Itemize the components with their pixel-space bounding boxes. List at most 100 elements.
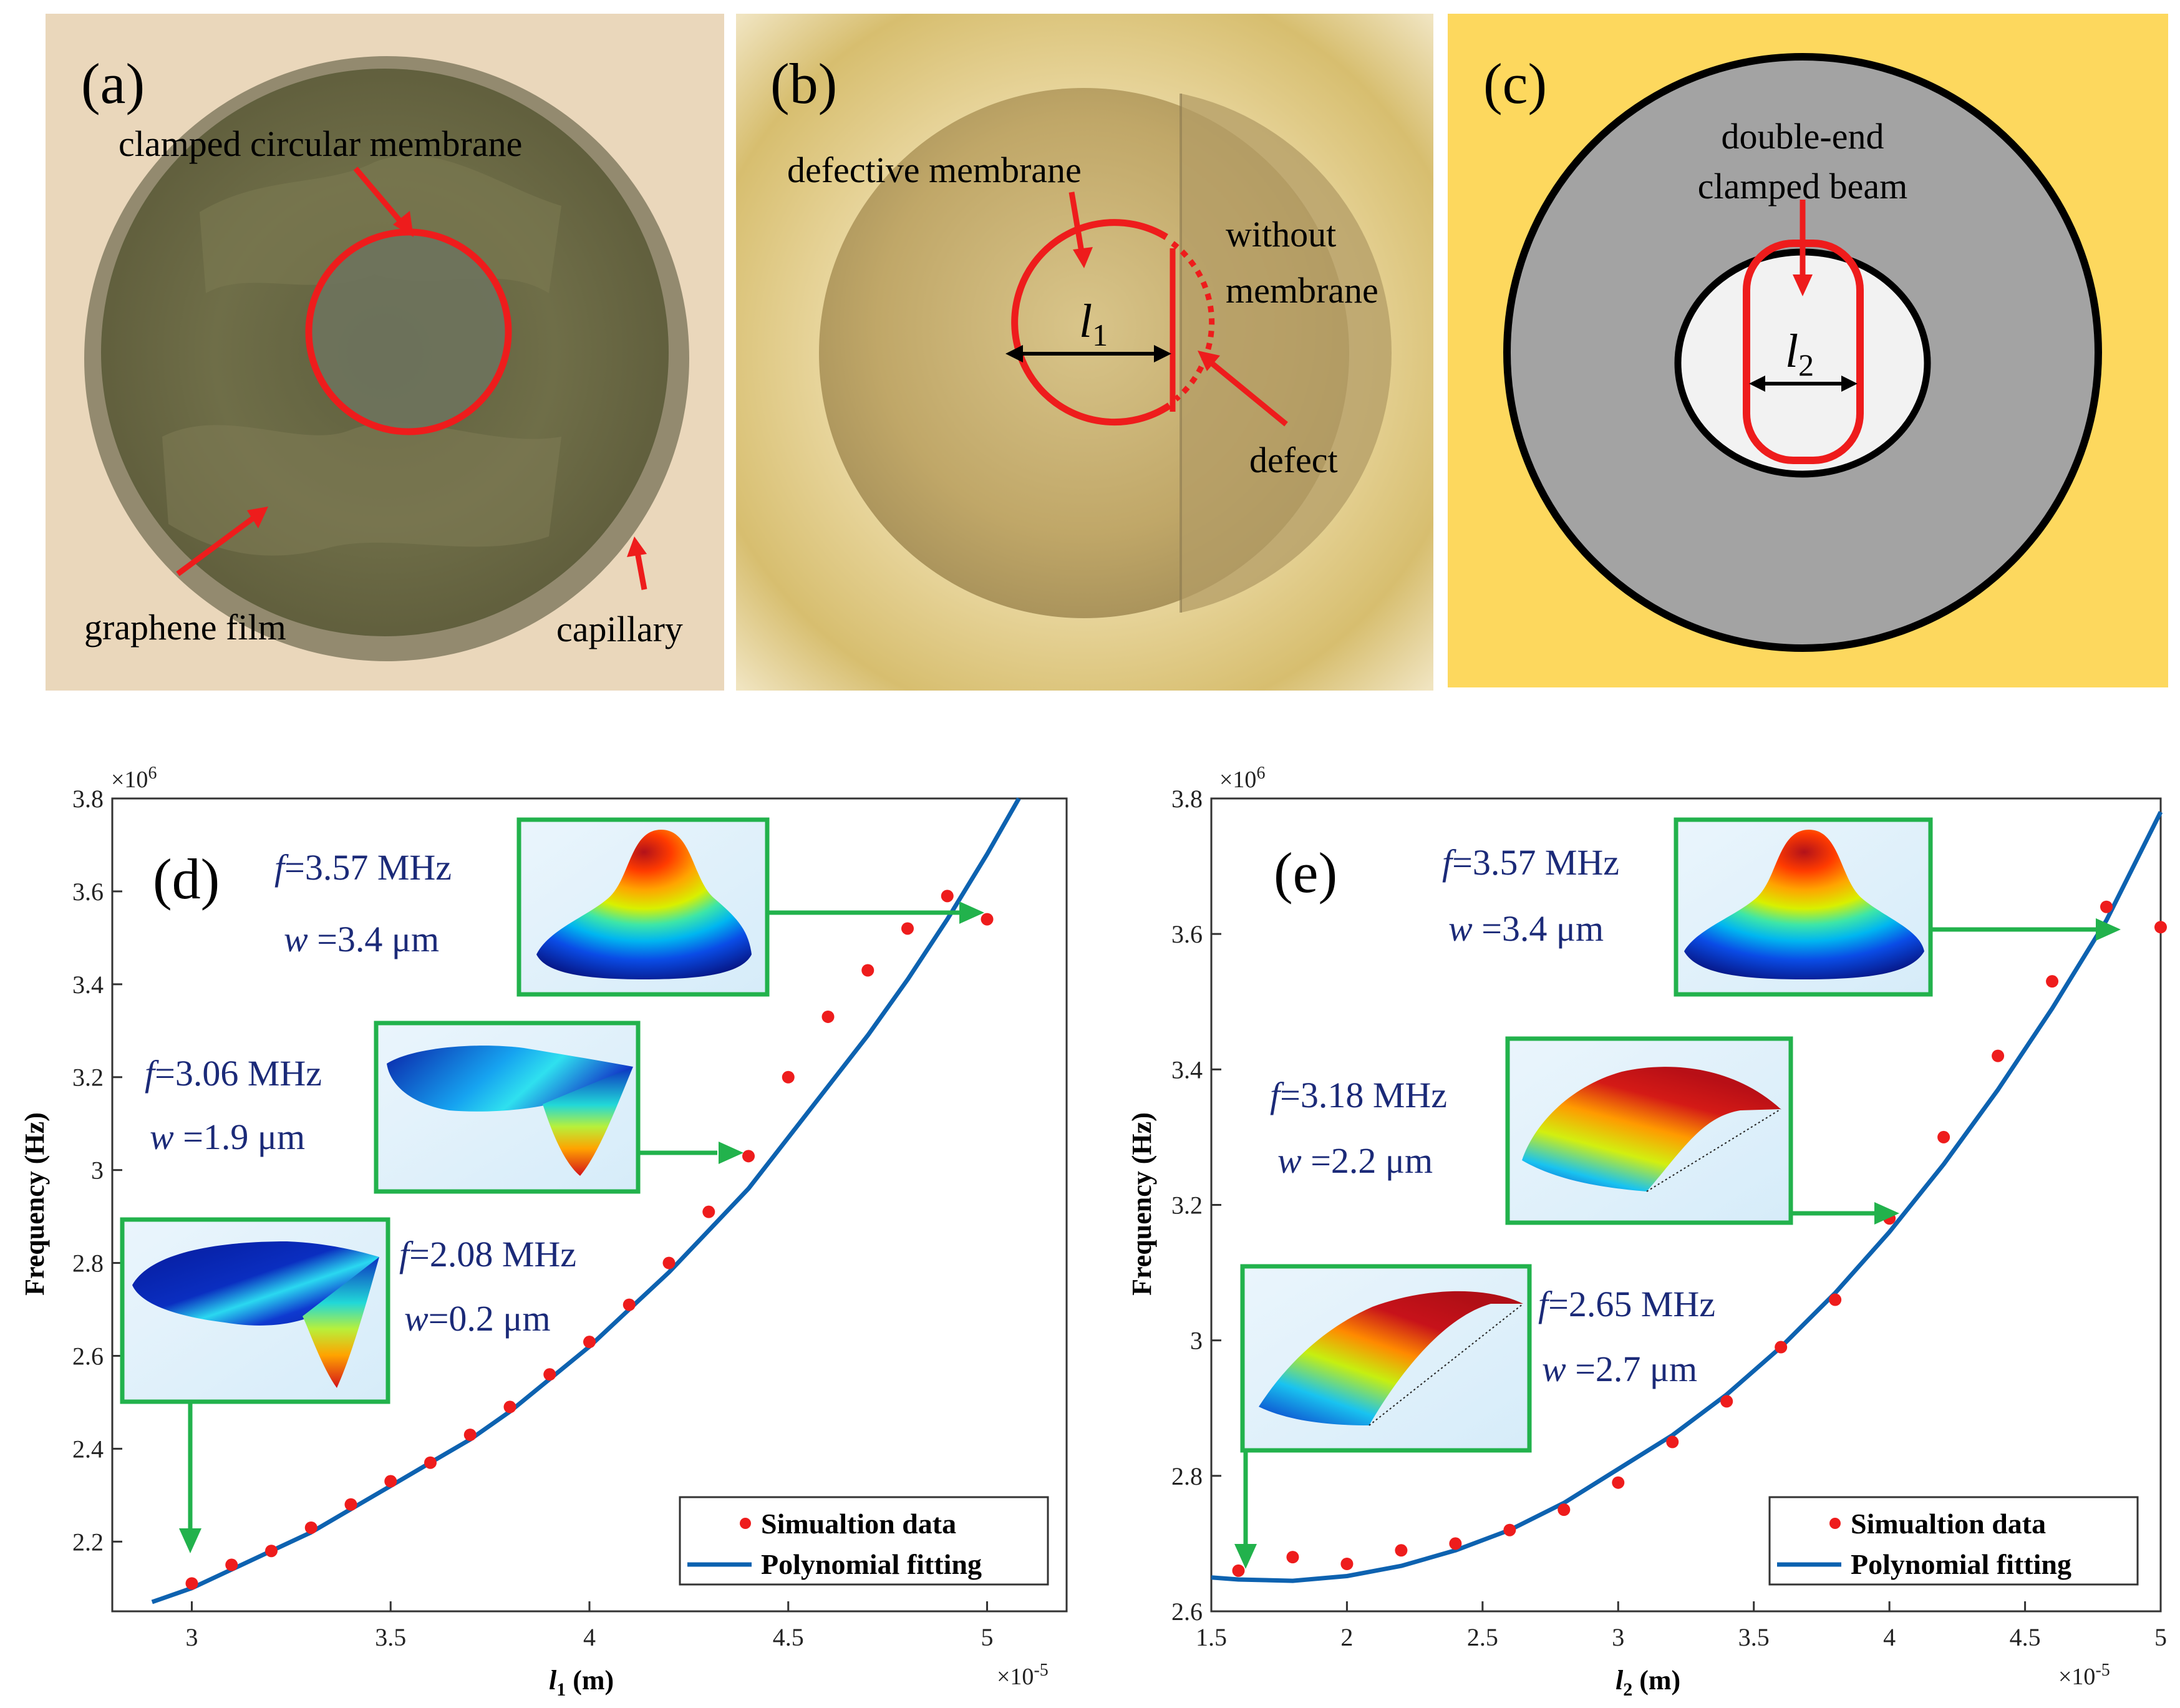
simulation-data-point	[782, 1070, 795, 1084]
chart-e-fit-line-group	[1211, 811, 2163, 1583]
without-membrane-region	[1181, 94, 1392, 613]
panel-b-label: (b)	[770, 52, 837, 115]
l1-arrow-right	[1154, 345, 1171, 362]
simulation-data-point	[1395, 1544, 1408, 1557]
chart-d-inset-2-arrow-head	[719, 1142, 744, 1164]
simulation-data-point	[742, 1150, 755, 1163]
simulation-data-point	[1612, 1476, 1625, 1489]
x-tick-label: 4.5	[773, 1623, 804, 1651]
polynomial-fit-line	[1211, 811, 2163, 1583]
graphene-film-label: graphene film	[84, 607, 286, 648]
chart-e-legend-scatter-marker	[1829, 1518, 1841, 1529]
chart-d-ylabel: Frequency (Hz)	[19, 1112, 50, 1296]
graphene-arrow-head	[247, 507, 268, 528]
chart-e-legend: Simualtion data Polynomial fitting	[1768, 1496, 2139, 1586]
y-tick-label: 3.8	[1171, 785, 1203, 813]
chart-d-inset-2-w: w =1.9 μm	[150, 1117, 305, 1157]
chart-d-x-multiplier: ×10-5	[997, 1661, 1049, 1690]
x-tick-label: 2	[1340, 1623, 1353, 1651]
tilted-flat-corner-icon	[303, 1257, 379, 1388]
chart-e: 1.5 2 2.5 3 3.5 4 4.5 5 2.6 2.8 3 3.2 3.4 3.6 3.8 ×106…	[1126, 764, 2167, 1700]
chart-e-xlabel: l2 (m)	[1616, 1665, 1680, 1700]
y-tick-label: 2.2	[72, 1528, 104, 1556]
chart-e-inset-2-f: f=3.18 MHz	[1270, 1075, 1447, 1115]
chart-d-inset-2-f: f=3.06 MHz	[145, 1053, 322, 1094]
chart-d-inset-2: f=3.06 MHz w =1.9 μm	[145, 1021, 744, 1194]
simulation-data-point	[1666, 1435, 1679, 1448]
y-tick-label: 3.8	[72, 785, 104, 813]
simulation-data-point	[384, 1475, 397, 1488]
l2-arrow-left	[1749, 376, 1765, 392]
y-tick-label: 3.4	[72, 971, 104, 999]
chart-d-y-multiplier: ×106	[111, 764, 157, 793]
x-tick-label: 4	[583, 1623, 596, 1651]
chart-d-inset-1-arrow-head	[959, 901, 984, 924]
x-tick-label: 5	[981, 1623, 994, 1651]
simulation-data-point	[344, 1498, 357, 1511]
chart-e-inset-1-f: f=3.57 MHz	[1442, 842, 1619, 883]
simulation-data-point	[503, 1400, 516, 1414]
beam-label-2: clamped beam	[1698, 166, 1908, 206]
beam-mode-shape-icon	[1522, 1067, 1781, 1191]
chart-d-inset-3-w: w=0.2 μm	[404, 1298, 551, 1339]
simulation-data-point	[463, 1429, 477, 1442]
simulation-data-point	[424, 1456, 437, 1469]
simulation-data-point	[1775, 1341, 1788, 1354]
defect-arrow-head	[1198, 351, 1220, 371]
y-tick-label: 3.4	[1171, 1055, 1203, 1084]
chart-d-inset-1-f: f=3.57 MHz	[274, 847, 452, 888]
chart-d-panel-label: (d)	[153, 847, 220, 911]
defective-membrane-outline	[1011, 219, 1172, 426]
simulation-data-point	[1829, 1293, 1842, 1306]
clamped-membrane-label: clamped circular membrane	[119, 124, 522, 164]
x-tick-label: 4.5	[2010, 1623, 2041, 1651]
chart-d-legend-scatter-marker	[740, 1518, 751, 1529]
chart-e-ylabel: Frequency (Hz)	[1126, 1112, 1157, 1296]
clamped-arrow-head	[393, 211, 414, 237]
dome-mode-shape-icon-e	[1684, 830, 1924, 979]
chart-e-y-multiplier: ×106	[1219, 764, 1265, 793]
simulation-data-point	[1992, 1049, 2005, 1062]
x-tick-label: 5	[2154, 1623, 2167, 1651]
capillary-arrow-line	[634, 548, 647, 590]
beam-reference-line	[1646, 1109, 1781, 1192]
x-tick-label: 4	[1883, 1623, 1896, 1651]
chart-e-inset-1-w: w =3.4 μm	[1448, 908, 1604, 949]
defective-arrow-line	[1068, 192, 1085, 256]
chart-e-legend-scatter-label: Simualtion data	[1851, 1508, 2046, 1540]
simulation-data-point	[941, 890, 954, 903]
simulation-data-point	[225, 1558, 238, 1571]
y-tick-label: 2.4	[72, 1435, 104, 1463]
y-tick-label: 2.6	[72, 1342, 104, 1370]
x-tick-label: 3.5	[1738, 1623, 1770, 1651]
chart-d-inset-1-w: w =3.4 μm	[284, 919, 439, 959]
y-tick-label: 3	[91, 1157, 104, 1185]
y-tick-label: 2.8	[72, 1249, 104, 1278]
chart-d-ticks: 3 3.5 4 4.5 5 2.2 2.4 2.6 2.8 3 3.2 3.4 3.6 3.8	[72, 785, 994, 1651]
chart-d-xlabel: l1 (m)	[549, 1665, 614, 1700]
clamped-arrow-line	[353, 167, 407, 228]
panel-c: l2 (c) double-end clamped beam	[1448, 14, 2168, 687]
tilted-flat-plate-icon	[132, 1241, 379, 1326]
chart-d-points-group	[185, 890, 994, 1590]
simulation-data-point	[1232, 1564, 1245, 1577]
x-tick-label: 3	[1612, 1623, 1624, 1651]
simulation-data-point	[1557, 1503, 1571, 1516]
simulation-data-point	[1720, 1395, 1733, 1408]
simulation-data-point	[1340, 1557, 1354, 1570]
chart-d: 3 3.5 4 4.5 52.22.42.62.833.23.43.63.8 ×106 …	[19, 764, 1068, 1700]
panel-a: (a) clamped circular membrane graphene f…	[46, 14, 724, 691]
l2-arrow-right	[1841, 376, 1858, 392]
defective-arrow-head	[1073, 247, 1093, 268]
chart-e-inset-3-w: w =2.7 μm	[1542, 1349, 1697, 1389]
film-texture-2	[162, 422, 561, 556]
chart-e-inset-2-arrow-head	[1874, 1202, 1899, 1225]
chart-e-inset-3: f=2.65 MHz w =2.7 μm	[1234, 1264, 1715, 1569]
l1-symbol: l1	[1079, 295, 1108, 352]
simulation-data-point	[1937, 1130, 1950, 1143]
chart-d-legend: Simualtion data Polynomial fitting	[679, 1496, 1049, 1586]
panel-a-label: (a)	[81, 52, 145, 115]
beam-tilted-mode-shape-icon	[1259, 1291, 1523, 1425]
chart-e-inset-3-f: f=2.65 MHz	[1538, 1284, 1715, 1324]
chart-e-inset-1-arrow-head	[2096, 918, 2121, 941]
